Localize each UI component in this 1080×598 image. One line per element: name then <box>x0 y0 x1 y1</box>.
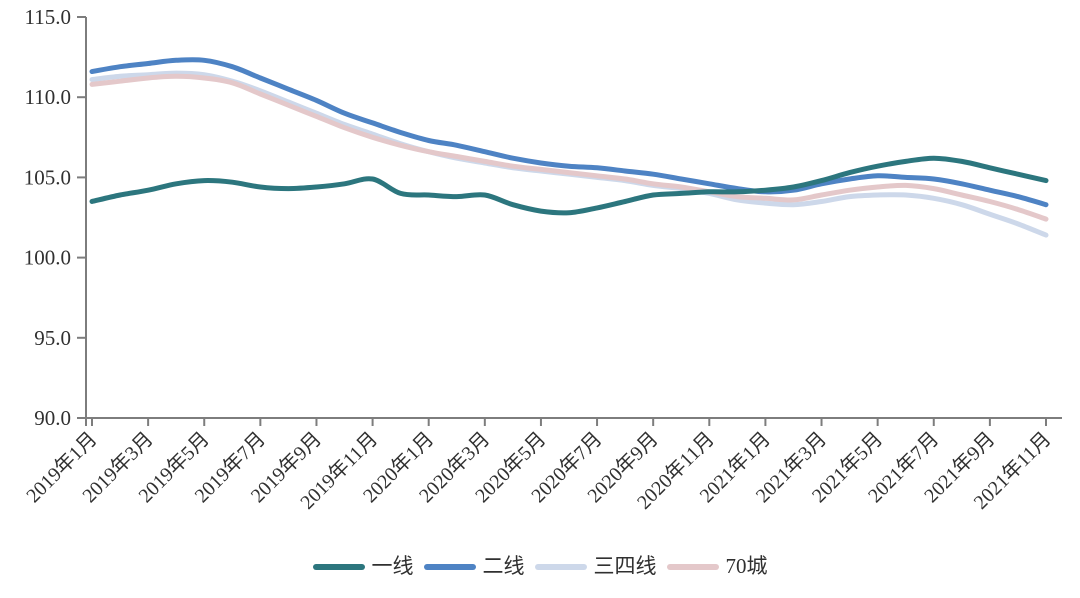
legend-label: 二线 <box>482 554 525 578</box>
y-tick-label: 110.0 <box>25 85 71 109</box>
legend-swatch-icon <box>312 563 365 570</box>
line-chart: 90.095.0100.0105.0110.0115.02019年1月2019年… <box>22 5 1062 514</box>
legend-swatch-icon <box>666 563 719 570</box>
legend-item-3: 70城 <box>666 554 768 578</box>
legend-item-2: 三四线 <box>534 554 657 578</box>
series-line-0 <box>89 155 1049 216</box>
legend-label: 一线 <box>371 554 414 578</box>
legend-item-1: 二线 <box>423 554 525 578</box>
chart-legend: 一线 二线 三四线 70城 <box>0 556 1080 577</box>
series-line-3 <box>89 73 1049 222</box>
y-tick-label: 115.0 <box>25 5 71 29</box>
legend-label: 三四线 <box>593 554 657 578</box>
y-tick-label: 105.0 <box>24 165 71 189</box>
legend-swatch-icon <box>423 563 476 570</box>
y-tick-label: 95.0 <box>34 326 71 350</box>
y-tick-label: 90.0 <box>34 406 71 430</box>
legend-label: 70城 <box>725 554 768 578</box>
legend-item-0: 一线 <box>312 554 414 578</box>
legend-swatch-icon <box>534 563 587 570</box>
series-line-1 <box>89 57 1049 208</box>
y-tick-label: 100.0 <box>24 246 71 270</box>
